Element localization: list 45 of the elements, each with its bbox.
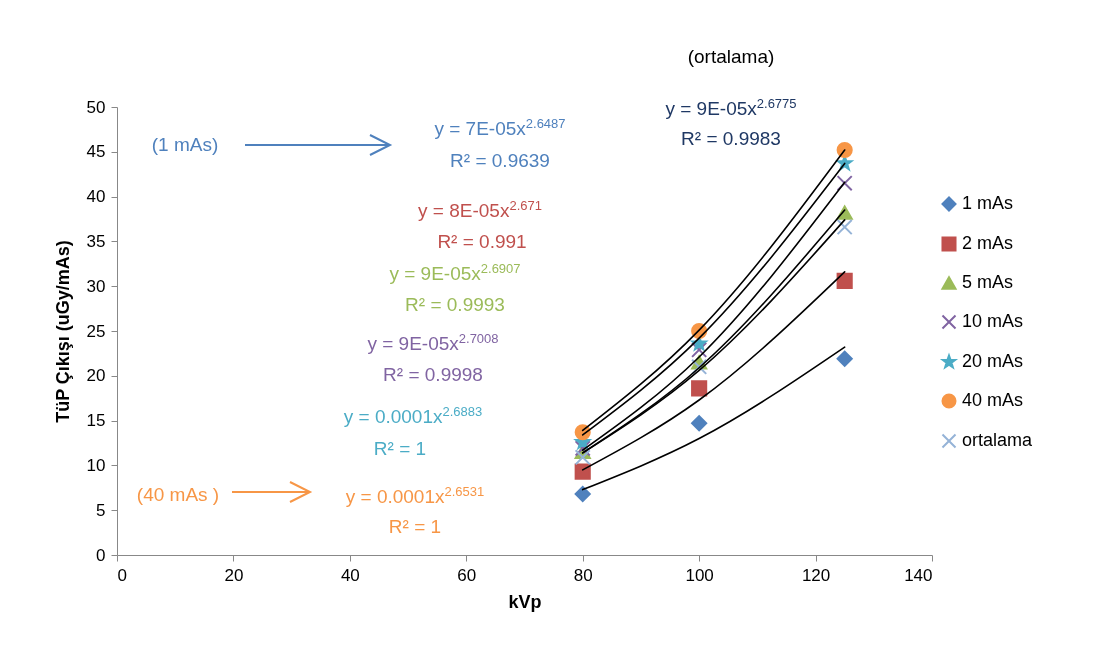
annotation: R² = 1 [373,438,427,460]
annotation: R² = 0.9983 [681,128,781,150]
legend-label: 40 mAs [962,390,1024,410]
annotation: (40 mAs ) [136,484,220,506]
x-tick-label: 80 [573,565,593,585]
y-axis-title: TüP Çıkışı (uGy/mAs) [52,240,73,423]
x-tick-label: 40 [340,565,360,585]
y-tick-label: 30 [86,276,106,296]
annotation: y = 9E-05x$^{2.6907}$ [389,260,521,286]
y-tick-label: 25 [86,321,106,341]
x-tick-label: 20 [224,565,244,585]
annotation: y = 9E-05x$^{2.6775}$ [665,95,797,121]
legend-label: 5 mAs [962,272,1014,292]
x-tick-label: 140 [904,565,933,585]
x-tick-label: 100 [685,565,714,585]
x-tick-label: 60 [457,565,477,585]
annotation: R² = 0.991 [437,231,527,253]
y-tick-label: 40 [86,187,106,207]
annotation: R² = 0.9998 [383,364,483,386]
legend-label: ortalama [962,430,1034,450]
y-tick-label: 20 [86,366,106,386]
annotation: (1 mAs) [151,134,219,156]
y-tick-label: 35 [86,231,106,251]
y-tick-label: 15 [86,411,106,431]
annotation: y = 7E-05x$^{2.6487}$ [434,115,566,141]
x-tick-label: 120 [801,565,831,585]
legend-label: 10 mAs [962,311,1024,331]
x-tick-label: 0 [117,565,127,585]
annotation: y = 0.0001x$^{2.6883}$ [343,403,483,429]
annotation: y = 8E-05x$^{2.671}$ [418,197,542,223]
y-tick-label: 5 [96,500,106,520]
y-tick-label: 0 [96,545,106,565]
annotation: R² = 0.9993 [405,294,505,316]
y-tick-label: 45 [86,142,106,162]
annotation: y = 9E-05x$^{2.7008}$ [367,330,499,356]
text: (ortalama) [687,46,775,68]
annotation: R² = 0.9639 [450,150,550,172]
legend-label: 1 mAs [962,193,1014,213]
legend-label: 20 mAs [962,351,1024,371]
annotation: y = 0.0001x$^{2.6531}$ [345,483,485,509]
y-tick-label: 50 [86,97,106,117]
legend-label: 2 mAs [962,233,1014,253]
x-axis-title: kVp [508,591,542,612]
y-tick-label: 10 [86,455,106,475]
annotation: R² = 1 [388,516,442,538]
